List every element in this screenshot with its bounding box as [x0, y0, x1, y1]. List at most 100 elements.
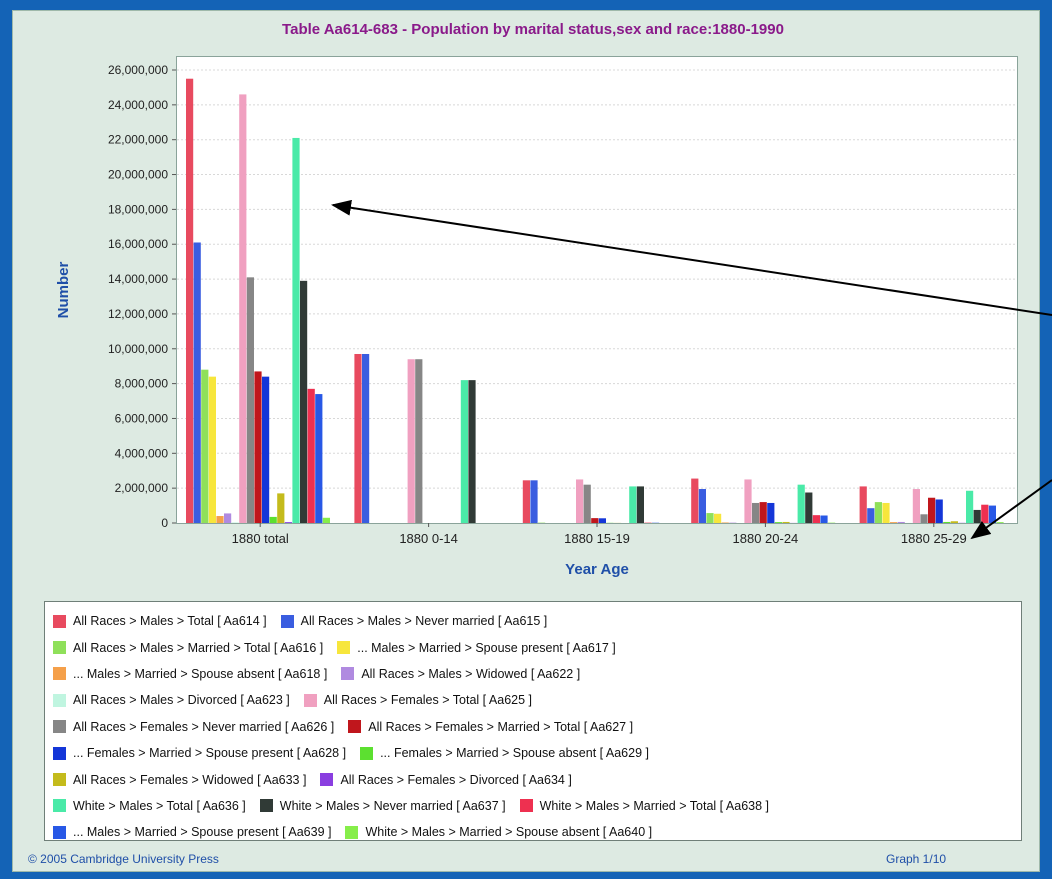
bar: [867, 508, 875, 523]
legend-label: All Races > Males > Divorced [ Aa623 ]: [73, 693, 290, 708]
legend-label: ... Males > Married > Spouse present [ A…: [73, 825, 332, 840]
legend-item[interactable]: All Races > Females > Married > Total [ …: [348, 720, 633, 734]
legend-row: All Races > Females > Widowed [ Aa633 ] A…: [53, 766, 1013, 792]
legend-label: ... Males > Married > Spouse absent [ Aa…: [73, 666, 328, 681]
legend-item[interactable]: All Races > Females > Total [ Aa625 ]: [303, 693, 532, 707]
bar: [315, 394, 323, 523]
bar: [224, 513, 232, 523]
bar: [629, 486, 637, 523]
y-tick-label: 0: [161, 516, 168, 530]
x-tick-label: 1880 25-29: [901, 531, 967, 546]
bar: [782, 521, 790, 523]
legend-swatch: [337, 641, 351, 655]
bar: [277, 493, 285, 523]
bar: [262, 376, 270, 523]
legend-label: ... Males > Married > Spouse present [ A…: [357, 640, 616, 655]
y-tick-label: 4,000,000: [115, 446, 169, 460]
bar: [966, 490, 974, 523]
y-tick-label: 10,000,000: [108, 342, 168, 356]
legend-swatch: [53, 825, 66, 839]
legend-item[interactable]: All Races > Males > Total [ Aa614 ]: [53, 614, 267, 628]
legend-row: All Races > Males > Married > Total [ Aa…: [53, 634, 1013, 660]
bar: [598, 518, 606, 523]
bar: [691, 478, 699, 523]
legend-swatch: [53, 746, 66, 760]
x-tick-label: 1880 0-14: [399, 531, 458, 546]
bar: [797, 484, 805, 523]
legend-label: All Races > Males > Never married [ Aa61…: [300, 614, 548, 629]
legend-label: ... Females > Married > Spouse present […: [73, 746, 347, 761]
bar: [354, 353, 362, 523]
legend-label: All Races > Females > Never married [ Aa…: [73, 719, 335, 734]
legend-swatch: [53, 614, 66, 628]
legend-swatch: [345, 825, 359, 839]
bar: [239, 94, 247, 524]
legend-item[interactable]: All Races > Males > Widowed [ Aa622 ]: [341, 667, 580, 681]
bar: [292, 137, 300, 523]
legend-swatch: [360, 746, 374, 760]
legend-swatch: [348, 720, 362, 734]
bar: [882, 502, 890, 523]
legend-swatch: [341, 667, 355, 681]
legend-item[interactable]: All Races > Females > Divorced [ Aa634 ]: [320, 773, 572, 787]
legend-item[interactable]: All Races > Males > Never married [ Aa61…: [280, 614, 548, 629]
legend-item[interactable]: ... Females > Married > Spouse present […: [53, 746, 346, 760]
bar: [530, 480, 538, 523]
y-tick-label: 22,000,000: [108, 133, 168, 147]
bar: [636, 486, 644, 523]
legend-label: All Races > Females > Widowed [ Aa633 ]: [73, 772, 307, 787]
legend-item[interactable]: ... Males > Married > Spouse present [ A…: [337, 640, 616, 655]
bar: [890, 522, 898, 523]
legend-item[interactable]: All Races > Females > Widowed [ Aa633 ]: [53, 773, 306, 787]
bar: [254, 371, 262, 523]
bar: [591, 518, 599, 523]
x-axis-title: Year Age: [565, 561, 629, 578]
legend-item[interactable]: ... Females > Married > Spouse absent [ …: [360, 746, 649, 760]
legend-swatch: [320, 773, 334, 787]
bar: [805, 492, 813, 523]
y-tick-label: 16,000,000: [108, 237, 168, 251]
legend-swatch: [519, 799, 533, 813]
bar: [246, 277, 254, 523]
bar: [698, 489, 706, 523]
legend-item[interactable]: All Races > Females > Never married [ Aa…: [53, 720, 334, 734]
y-tick-label: 24,000,000: [108, 98, 168, 112]
legend-label: All Races > Males > Total [ Aa614 ]: [73, 614, 267, 629]
copyright-text: © 2005 Cambridge University Press: [28, 852, 219, 866]
bar: [981, 504, 989, 523]
bar: [943, 521, 951, 523]
bar: [186, 78, 194, 523]
bar: [193, 242, 201, 523]
legend: All Races > Males > Total [ Aa614 ] All R…: [44, 601, 1022, 841]
x-tick-label: 1880 15-19: [564, 531, 630, 546]
y-tick-label: 18,000,000: [108, 202, 168, 216]
y-tick-label: 2,000,000: [115, 481, 169, 495]
legend-item[interactable]: All Races > Males > Married > Total [ Aa…: [53, 641, 323, 655]
bar: [912, 489, 920, 523]
bar-chart: 0 2,000,000 4,000,000 6,000,000 8,000,000 10,…: [55, 63, 1052, 578]
annotation-arrow: [331, 199, 1052, 316]
legend-swatch: [53, 641, 66, 655]
bar: [216, 516, 224, 523]
bar: [231, 522, 239, 523]
y-tick-label: 20,000,000: [108, 168, 168, 182]
legend-item[interactable]: White > Males > Married > Spouse absent …: [345, 825, 652, 839]
legend-item[interactable]: All Races > Males > Divorced [ Aa623 ]: [53, 693, 290, 707]
bar: [774, 522, 782, 523]
legend-item[interactable]: ... Males > Married > Spouse present [ A…: [53, 825, 331, 839]
bar: [322, 517, 330, 523]
bar: [706, 513, 714, 523]
legend-item[interactable]: ... Males > Married > Spouse absent [ Aa…: [53, 667, 327, 681]
legend-swatch: [280, 614, 294, 628]
bar: [714, 513, 722, 523]
legend-item[interactable]: White > Males > Total [ Aa636 ]: [53, 799, 246, 813]
bar: [415, 359, 423, 523]
legend-label: White > Males > Married > Spouse absent …: [365, 825, 653, 840]
bar: [576, 479, 584, 523]
bar: [307, 388, 315, 523]
graph-page-indicator[interactable]: Graph 1/10: [886, 852, 947, 866]
legend-item[interactable]: White > Males > Never married [ Aa637 ]: [259, 799, 506, 813]
bar: [362, 353, 370, 523]
legend-item[interactable]: White > Males > Married > Total [ Aa638 …: [519, 799, 769, 813]
